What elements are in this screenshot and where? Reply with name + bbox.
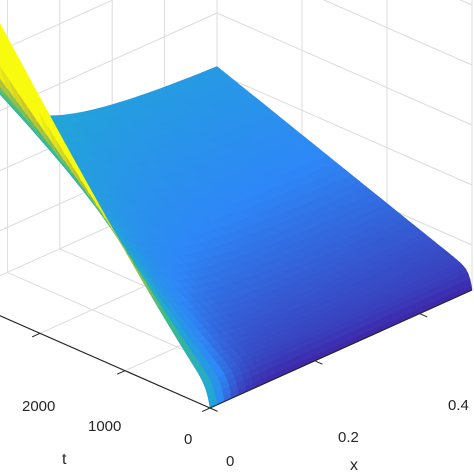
surface-edge [166,321,173,392]
surface-edge [143,282,151,382]
surface-edge [66,145,77,349]
grid-line [459,0,473,6]
t-tick-mark [201,407,211,412]
surface-edge [20,60,32,330]
surface-edge [77,165,88,354]
t-axis-label: t [62,451,67,468]
axes-frame [0,289,473,412]
surface-edge [55,125,66,345]
x-axis-label: x [350,457,358,474]
x-tick-label-0: 0 [226,453,234,470]
surface-edge [107,219,117,367]
grid-line [216,72,473,186]
surface-edge [0,14,7,319]
grid-line [0,12,218,112]
surface-edge [43,104,55,340]
surface-edge [32,82,44,334]
surface-edge [173,332,179,395]
t-tick-mark [116,370,126,375]
x-tick-mark [209,407,218,412]
surface-edge [126,252,135,375]
surface-edge [159,309,166,389]
x-tick-mark [419,313,428,318]
axis-line [0,315,211,409]
surface-edge [7,37,19,324]
grid-line [216,12,473,126]
surface-edge [97,202,107,363]
surface-edge [151,296,159,386]
surface-edge [179,343,185,398]
axis-line [209,289,473,409]
x-tick-label-2: 0.4 [448,397,469,414]
surface-edge [117,236,126,371]
surface-edge [87,184,97,359]
t-tick-label-1: 1000 [88,418,121,435]
surface-edge [135,267,143,378]
t-tick-label-2: 2000 [22,398,55,415]
x-tick-mark [314,360,323,365]
x-tick-label-1: 0.2 [338,429,359,446]
grid-line [322,0,473,66]
grid-line [0,0,114,52]
t-tick-mark [31,332,41,338]
surface-mesh [0,14,473,409]
t-tick-label-0: 0 [184,431,192,448]
